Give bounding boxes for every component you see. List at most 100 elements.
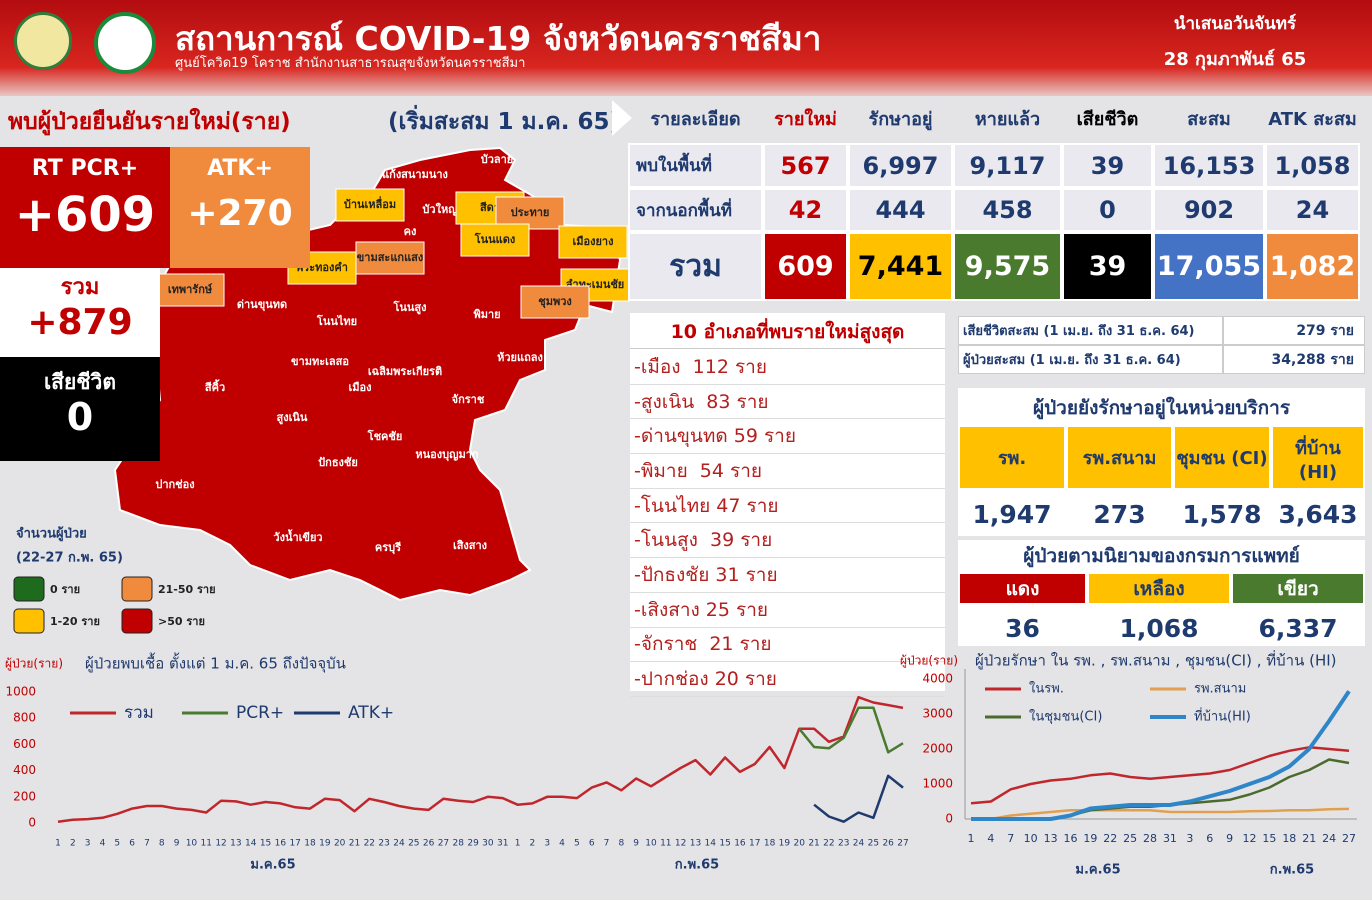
table-cell: 9,117: [953, 143, 1062, 188]
district-area: [335, 188, 405, 222]
table-cell: 16,153: [1153, 143, 1265, 188]
legend-swatch: [13, 576, 45, 602]
district-label: โนนไทย: [316, 314, 357, 328]
table-cell: 6,997: [848, 143, 953, 188]
treatment-value: 273: [1093, 499, 1146, 529]
district-label: ปักธงชัย: [318, 456, 358, 469]
title: สถานการณ์ COVID-19 จังหวัดนครราชสีมา: [175, 19, 822, 58]
table-cell: รวม: [628, 232, 763, 301]
table-cell: พบในพื้นที่: [628, 143, 763, 188]
district-label: เมืองยาง: [573, 235, 614, 248]
district-label: บัวลาย: [481, 153, 514, 166]
district-label: สูงเนิน: [277, 411, 308, 425]
legend-label: >50 ราย: [158, 615, 205, 628]
top10-item: -พิมาย 54 ราย: [630, 454, 945, 489]
cumulative-value: 34,288 ราย: [1223, 345, 1365, 374]
table-header: รายใหม่: [774, 108, 837, 130]
treatment-value: 1,947: [972, 499, 1052, 529]
district-label: คง: [404, 225, 417, 238]
district-area: [355, 241, 425, 275]
top10-item: -ด่านขุนทด 59 ราย: [630, 419, 945, 455]
cumulative-label: ผู้ป่วยสะสม (1 เม.ย. ถึง 31 ธ.ค. 64): [958, 345, 1223, 374]
summary-label: ATK+: [207, 155, 273, 181]
treatment-header: ชุมชน (CI): [1173, 425, 1271, 490]
district-label: บ้านเหลื่อม: [344, 196, 396, 211]
treatment-header: ที่บ้าน (HI): [1271, 425, 1365, 490]
summary-value: 0: [66, 395, 94, 439]
top10-item: -เสิงสาง 25 ราย: [630, 593, 945, 628]
severity-header: แดง: [958, 572, 1087, 605]
district-label: ปากช่อง: [155, 478, 194, 491]
district-label: เมือง: [349, 381, 372, 394]
district-label: จักราช: [452, 393, 485, 406]
legend-label: 0 ราย: [50, 583, 80, 596]
table-cell: 9,575: [953, 232, 1062, 301]
subtitle: ศูนย์โควิด19 โคราช สำนักงานสาธารณสุขจังห…: [175, 56, 526, 71]
table-header: เสียชีวิต: [1076, 108, 1139, 130]
legend-swatch: [121, 576, 153, 602]
table-header: สะสม: [1187, 108, 1231, 130]
panel: [0, 147, 170, 268]
table-cell: จากนอกพื้นที่: [628, 188, 763, 232]
treatment-value: 3,643: [1278, 499, 1358, 529]
table-cell: 7,441: [848, 232, 953, 301]
top10-item: -ปากช่อง 20 ราย: [630, 662, 945, 697]
top10-item: -จักราช 21 ราย: [630, 628, 945, 663]
date: 28 กุมภาพันธ์ 65: [1163, 49, 1307, 70]
district-label: ห้วยแถลง: [497, 351, 543, 364]
top10-item: -เมือง 112 ราย: [630, 350, 945, 385]
district-label: ประทาย: [511, 206, 550, 219]
district-label: เฉลิมพระเกียรติ: [368, 365, 442, 378]
district-label: แก้งสนามนาง: [382, 168, 448, 181]
table-cell: 567: [763, 143, 848, 188]
arrow: [612, 100, 632, 136]
top10-item: -โนนสูง 39 ราย: [630, 524, 945, 559]
severity-header: เขียว: [1231, 572, 1365, 605]
treatment-value: 1,578: [1182, 499, 1262, 529]
top10-item: -โนนไทย 47 ราย: [630, 489, 945, 524]
panel: [630, 313, 945, 691]
summary-label: เสียชีวิต: [44, 369, 116, 394]
district-area: [460, 223, 530, 257]
summary-value: +879: [27, 301, 133, 343]
district-label: วังน้ำเขียว: [273, 529, 322, 544]
district-label: สีดา: [480, 201, 500, 214]
section-note: (เริ่มสะสม 1 ม.ค. 65): [388, 109, 621, 135]
table-cell: 1,058: [1265, 143, 1360, 188]
panel: [0, 268, 160, 357]
header-band: [0, 0, 1372, 96]
summary-value: +609: [14, 187, 156, 243]
treatment-title: ผู้ป่วยยังรักษาอยู่ในหน่วยบริการ: [1032, 397, 1291, 419]
district-area: [155, 273, 225, 307]
cumulative-label: เสียชีวิตสะสม (1 เม.ย. ถึง 31 ธ.ค. 64): [958, 316, 1223, 345]
district-area: [558, 225, 628, 259]
legend-period: (22-27 ก.พ. 65): [16, 551, 123, 566]
district-label: หนองบุญมาก: [415, 448, 479, 462]
legend-swatch: [121, 608, 153, 634]
district-label: โนนสูง: [392, 300, 426, 315]
summary-value: +270: [187, 192, 293, 234]
legend-swatch: [13, 608, 45, 634]
top10-item: -ปักธงชัย 31 ราย: [630, 558, 945, 593]
table-header: รายละเอียด: [650, 108, 741, 130]
top10-item: -สูงเนิน 83 ราย: [630, 385, 945, 420]
cumulative-value: 279 ราย: [1223, 316, 1365, 345]
district-label: ขามทะเลสอ: [291, 355, 349, 368]
district-label: ด่านขุนทด: [237, 298, 287, 312]
legend-label: 21-50 ราย: [158, 583, 216, 596]
top10-title: 10 อำเภอที่พบรายใหม่สูงสุด: [630, 315, 945, 349]
table-cell: 0: [1062, 188, 1153, 232]
table-cell: 24: [1265, 188, 1360, 232]
legend-label: 1-20 ราย: [50, 615, 100, 628]
summary-label: RT PCR+: [31, 155, 139, 181]
logo: [14, 12, 72, 70]
severity-value: 36: [1005, 613, 1040, 643]
table-cell: 458: [953, 188, 1062, 232]
severity-title: ผู้ป่วยตามนิยามของกรมการแพทย์: [1023, 545, 1300, 567]
severity-value: 1,068: [1119, 613, 1199, 643]
table-cell: 42: [763, 188, 848, 232]
district-label: ครบุรี: [375, 541, 401, 555]
treatment-header: รพ.: [958, 425, 1066, 490]
district-label: ขามสะแกแสง: [357, 251, 424, 264]
